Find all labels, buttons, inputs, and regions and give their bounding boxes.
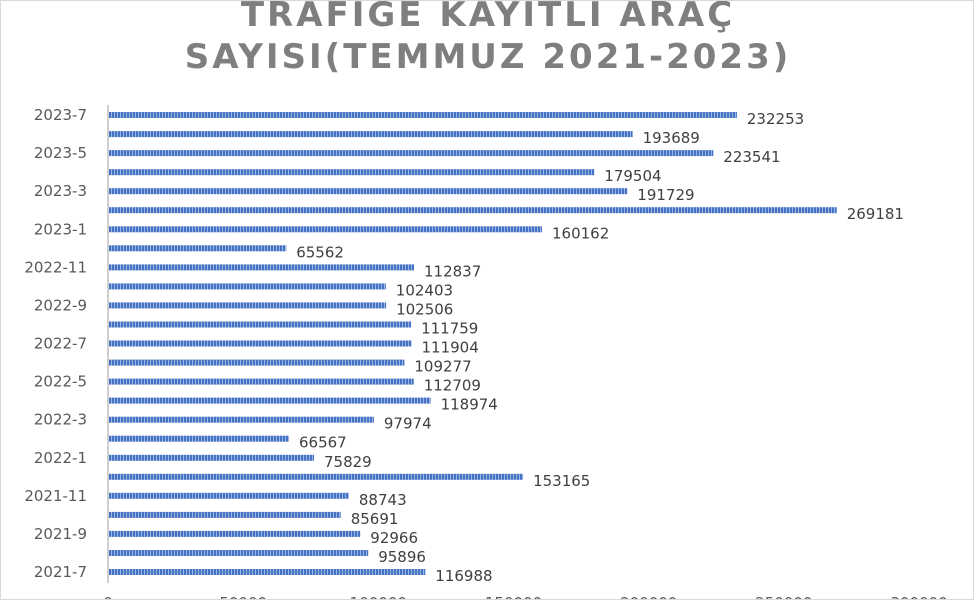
bar-2023-1 [109, 226, 542, 233]
data-label-2022-12: 65562 [296, 243, 344, 261]
bar-2022-7 [109, 340, 412, 347]
y-tick-label-2023-1: 2023-1 [34, 220, 87, 238]
data-label-2022-11: 112837 [424, 262, 481, 280]
y-tick-label-2022-9: 2022-9 [34, 296, 87, 314]
data-label-2023-6: 193689 [643, 129, 700, 147]
x-tick-label-100000: 100000 [350, 594, 407, 600]
bar-2023-2 [109, 207, 837, 214]
bar-2022-1 [109, 454, 314, 461]
bar-2022-2 [109, 435, 289, 442]
data-label-2021-11: 88743 [359, 491, 407, 509]
y-tick-label-2021-11: 2021-11 [24, 487, 87, 505]
x-tick-label-250000: 250000 [755, 594, 812, 600]
data-label-2021-10: 85691 [351, 510, 399, 528]
data-label-2021-7: 116988 [435, 567, 492, 585]
x-tick-label-200000: 200000 [620, 594, 677, 600]
data-label-2023-3: 191729 [637, 186, 694, 204]
x-tick-label-50000: 50000 [219, 594, 267, 600]
data-label-2022-7: 111904 [422, 339, 479, 357]
bar-2021-8 [109, 550, 369, 556]
data-label-2022-3: 97974 [384, 415, 432, 433]
bar-2022-11 [109, 264, 414, 271]
data-label-2022-8: 111759 [421, 320, 478, 338]
bar-2022-10 [109, 283, 386, 290]
data-label-2021-9: 92966 [370, 529, 418, 547]
data-label-2023-2: 269181 [847, 205, 904, 223]
y-tick-label-2022-5: 2022-5 [34, 373, 87, 391]
y-tick-label-2022-11: 2022-11 [24, 258, 87, 276]
bar-2023-4 [109, 169, 595, 176]
x-tick-label-150000: 150000 [485, 594, 542, 600]
data-label-2022-4: 118974 [441, 396, 498, 414]
data-label-2022-5: 112709 [424, 377, 481, 395]
bar-2021-7 [109, 569, 426, 575]
bar-2021-10 [109, 511, 341, 518]
data-label-2023-5: 223541 [723, 148, 780, 166]
bar-2023-7 [109, 112, 737, 118]
data-label-2023-1: 160162 [552, 224, 609, 242]
data-label-2023-7: 232253 [747, 110, 804, 128]
bar-2022-6 [109, 359, 405, 366]
data-label-2022-2: 66567 [299, 434, 347, 452]
y-tick-label-2022-7: 2022-7 [34, 335, 87, 353]
bar-2022-9 [109, 302, 387, 309]
data-label-2022-1: 75829 [324, 453, 372, 471]
data-label-2021-8: 95896 [378, 548, 426, 566]
bar-2023-6 [109, 131, 633, 138]
y-tick-label-2023-3: 2023-3 [34, 182, 87, 200]
y-tick-label-2023-7: 2023-7 [34, 106, 87, 124]
data-label-2022-10: 102403 [396, 281, 453, 299]
y-tick-label-2021-7: 2021-7 [34, 563, 87, 581]
data-label-2021-12: 153165 [533, 472, 590, 490]
y-tick-label-2023-5: 2023-5 [34, 144, 87, 162]
bar-2022-5 [109, 378, 414, 385]
bar-2022-8 [109, 321, 412, 328]
bar-2021-9 [109, 530, 361, 537]
data-label-2022-6: 109277 [414, 358, 471, 376]
y-tick-label-2022-3: 2022-3 [34, 411, 87, 429]
chart-title-line-2: SAYISI(TEMMUZ 2021-2023) [184, 37, 792, 77]
bar-2021-12 [109, 473, 524, 480]
bar-2023-5 [109, 150, 714, 157]
bar-2022-3 [109, 416, 374, 423]
x-tick-label-300000: 300000 [890, 594, 947, 600]
bar-2022-12 [109, 245, 287, 252]
bar-2021-11 [109, 492, 349, 499]
data-label-2022-9: 102506 [396, 300, 453, 318]
x-tick-label-0: 0 [103, 594, 113, 600]
bar-2022-4 [109, 397, 431, 404]
y-tick-label-2021-9: 2021-9 [34, 525, 87, 543]
y-tick-label-2022-1: 2022-1 [34, 449, 87, 467]
chart-title-line-1: TRAFİGE KAYITLI ARAÇ [240, 0, 736, 35]
bar-2023-3 [109, 188, 628, 195]
data-label-2023-4: 179504 [604, 167, 661, 185]
